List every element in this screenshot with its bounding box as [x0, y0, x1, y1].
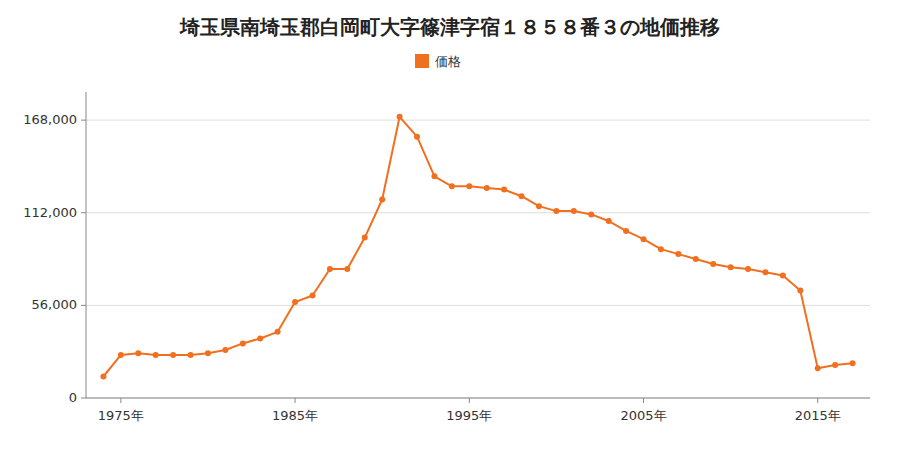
point — [797, 287, 803, 293]
title: 埼玉県南埼玉郡白岡町大字篠津字宿１８５８番３の地価推移 — [179, 15, 720, 39]
x-tick-label: 1995年 — [446, 408, 492, 423]
y-tick — [81, 398, 86, 399]
legend-swatch — [415, 54, 429, 68]
y-tick-label: 0 — [69, 390, 77, 405]
point — [693, 256, 699, 262]
y-tick-label: 168,000 — [23, 112, 77, 127]
line — [103, 117, 852, 377]
point — [379, 197, 385, 203]
x-tick-label: 2015年 — [795, 408, 841, 423]
grid-line — [86, 212, 870, 213]
point — [553, 208, 559, 214]
x-tick — [817, 398, 818, 403]
point — [710, 261, 716, 267]
x-tick-label: 2005年 — [620, 408, 666, 423]
point — [641, 236, 647, 242]
point — [728, 264, 734, 270]
chart-container: 埼玉県南埼玉郡白岡町大字篠津字宿１８５８番３の地価推移 0 56,000 112,00… — [0, 0, 900, 450]
point — [327, 266, 333, 272]
point — [431, 173, 437, 179]
y-tick — [81, 305, 86, 306]
point — [484, 185, 490, 191]
x-axis-line — [86, 398, 870, 399]
chart: 埼玉県南埼玉郡白岡町大字篠津字宿１８５８番３の地価推移 0 56,000 112,00… — [0, 0, 900, 450]
point — [397, 114, 403, 120]
point — [745, 266, 751, 272]
x-tick-label: 1975年 — [98, 408, 144, 423]
point — [135, 350, 141, 356]
point — [205, 350, 211, 356]
x-axis: 1975年 1985年 1995年 2005年 2015年 — [86, 398, 870, 423]
x-tick — [643, 398, 644, 403]
plot-area — [100, 114, 855, 380]
point — [571, 208, 577, 214]
grid-line — [86, 305, 870, 306]
point — [832, 362, 838, 368]
point — [850, 360, 856, 366]
point — [762, 269, 768, 275]
point — [240, 340, 246, 346]
point — [815, 365, 821, 371]
point — [170, 352, 176, 358]
point — [344, 266, 350, 272]
point — [606, 218, 612, 224]
point — [362, 235, 368, 241]
legend: 価格 — [415, 54, 461, 69]
point — [780, 273, 786, 279]
x-tick — [295, 398, 296, 403]
point — [188, 352, 194, 358]
point — [466, 183, 472, 189]
y-grid — [86, 120, 870, 398]
y-tick-label: 56,000 — [32, 297, 78, 312]
point — [309, 292, 315, 298]
point — [222, 347, 228, 353]
y-tick — [81, 120, 86, 121]
point — [257, 335, 263, 341]
y-tick-label: 112,000 — [23, 205, 77, 220]
point — [658, 246, 664, 252]
y-axis-line — [86, 92, 87, 398]
point — [623, 228, 629, 234]
grid-line — [86, 398, 870, 399]
point — [501, 187, 507, 193]
point — [536, 203, 542, 209]
grid-line — [86, 120, 870, 121]
y-axis: 0 56,000 112,000 168,000 — [23, 92, 86, 405]
point — [588, 211, 594, 217]
y-tick — [81, 212, 86, 213]
legend-label: 価格 — [435, 54, 461, 69]
point — [449, 183, 455, 189]
point — [153, 352, 159, 358]
point — [292, 299, 298, 305]
x-tick — [120, 398, 121, 403]
point — [118, 352, 124, 358]
point — [675, 251, 681, 257]
point — [414, 134, 420, 140]
x-tick-label: 1985年 — [272, 408, 318, 423]
point — [519, 193, 525, 199]
x-tick — [469, 398, 470, 403]
point — [100, 373, 106, 379]
point — [275, 329, 281, 335]
